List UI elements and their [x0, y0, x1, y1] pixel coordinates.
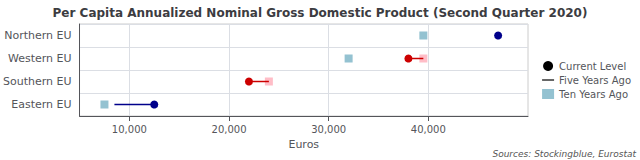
svg-text:Five Years Ago: Five Years Ago — [559, 75, 631, 86]
svg-text:Western EU: Western EU — [8, 52, 72, 65]
svg-text:Per Capita Annualized Nominal: Per Capita Annualized Nominal Gross Dome… — [53, 6, 588, 20]
svg-text:10,000: 10,000 — [112, 124, 147, 135]
svg-text:40,000: 40,000 — [411, 124, 446, 135]
svg-text:20,000: 20,000 — [212, 124, 247, 135]
svg-text:Northern EU: Northern EU — [4, 29, 71, 42]
svg-text:Southern EU: Southern EU — [3, 75, 72, 88]
svg-text:Sources: Stockingblue, Eurosta: Sources: Stockingblue, Eurostat — [492, 149, 636, 159]
svg-text:30,000: 30,000 — [311, 124, 346, 135]
svg-text:Ten Years Ago: Ten Years Ago — [558, 89, 628, 100]
svg-text:Eastern EU: Eastern EU — [11, 98, 71, 111]
svg-text:Current Level: Current Level — [559, 61, 626, 72]
svg-text:Euros: Euros — [288, 138, 319, 151]
